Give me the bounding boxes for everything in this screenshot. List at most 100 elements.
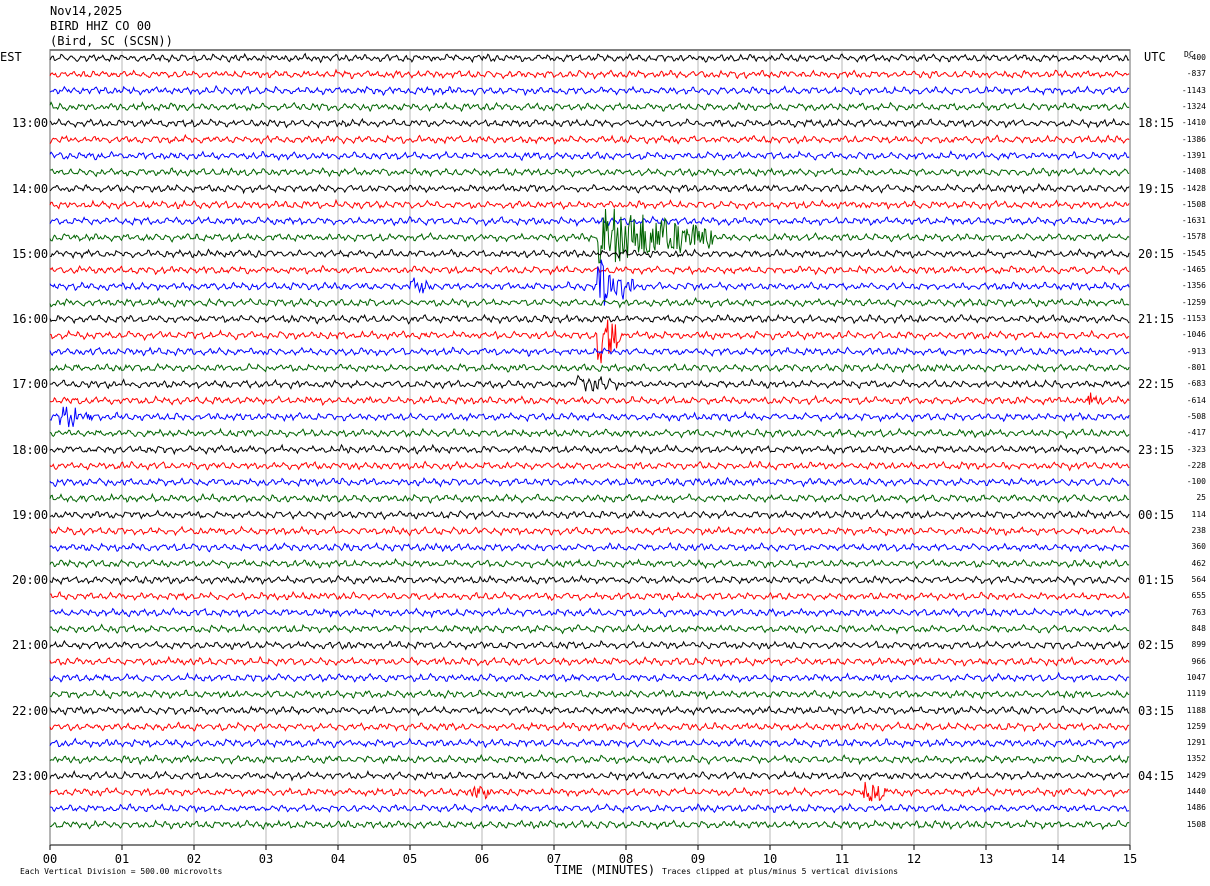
dc-offset-label: -614 — [1186, 395, 1206, 405]
seismic-trace — [49, 84, 1130, 97]
seismic-trace — [49, 689, 1130, 700]
x-tick-label: 11 — [834, 852, 850, 866]
left-hour-label: 13:00 — [12, 116, 49, 131]
right-hour-label: 21:15 — [1138, 312, 1175, 326]
dc-offset-label: -1386 — [1181, 134, 1206, 144]
dc-offset-label: -100 — [1186, 477, 1206, 487]
seismic-trace — [49, 313, 1130, 325]
dc-offset-label: 564 — [1191, 575, 1206, 584]
right-hour-label: 22:15 — [1138, 377, 1175, 392]
x-tick-label: 09 — [690, 852, 706, 866]
dc-offset-label: 1486 — [1186, 803, 1206, 813]
x-tick-label: 04 — [330, 852, 346, 866]
right-hour-label: 01:15 — [1138, 573, 1175, 587]
x-tick-label: 02 — [186, 852, 202, 866]
dc-offset-label: -1428 — [1181, 183, 1206, 193]
seismic-trace — [49, 508, 1130, 521]
dc-offset-label: -1465 — [1181, 265, 1206, 275]
dc-offset-label: 1259 — [1186, 721, 1206, 731]
seismic-trace — [49, 101, 1130, 113]
dc-offset-label: 899 — [1191, 640, 1206, 650]
dc-offset-label: 1352 — [1186, 754, 1206, 764]
right-hour-label: 23:15 — [1138, 442, 1175, 457]
dc-offset-label: -508 — [1186, 411, 1206, 421]
left-timezone-label: EST — [0, 50, 22, 64]
seismic-trace — [49, 215, 1130, 227]
seismic-trace — [49, 443, 1130, 456]
footer-clipping-note: Traces clipped at plus/minus 5 vertical … — [662, 867, 899, 876]
seismic-trace — [49, 133, 1130, 145]
chart-channel: BIRD HHZ CO 00 — [50, 19, 152, 33]
x-tick-label: 07 — [546, 852, 562, 866]
dc-offset-label: 25 — [1196, 493, 1206, 503]
seismic-trace — [49, 68, 1130, 80]
dc-offset-label: -913 — [1186, 346, 1206, 356]
dc-offset-label: 1047 — [1186, 672, 1206, 682]
dc-offset-label: -1259 — [1181, 297, 1206, 307]
dc-offset-label: 462 — [1191, 558, 1206, 568]
seismic-trace — [49, 590, 1130, 602]
dc-offset-label: -837 — [1186, 69, 1206, 79]
dc-offset-label: -1578 — [1181, 232, 1206, 242]
seismic-trace — [49, 655, 1130, 668]
dc-offset-label: -228 — [1186, 460, 1206, 470]
right-timezone-label: UTC — [1144, 50, 1166, 64]
dc-offset-label: -1410 — [1181, 118, 1206, 128]
right-hour-label: 00:15 — [1138, 507, 1175, 522]
x-tick-label: 12 — [906, 852, 922, 866]
x-tick-label: 01 — [114, 852, 130, 866]
seismic-trace — [49, 182, 1130, 195]
seismic-trace — [49, 166, 1130, 178]
dc-offset-label: -1545 — [1181, 248, 1206, 258]
seismic-trace — [49, 198, 1130, 211]
left-hour-label: 16:00 — [12, 312, 49, 326]
seismic-trace — [49, 753, 1130, 766]
footer-vertical-division: Each Vertical Division = 500.00 microvol… — [20, 867, 223, 876]
right-hour-label: 04:15 — [1138, 768, 1175, 783]
seismic-trace — [49, 525, 1130, 537]
dc-offset-label: -1046 — [1181, 330, 1206, 340]
seismic-trace — [49, 460, 1130, 472]
x-tick-label: 13 — [978, 852, 994, 866]
seismic-trace — [49, 476, 1130, 488]
dc-offset-label: -1356 — [1181, 281, 1206, 291]
right-hour-label: 18:15 — [1138, 116, 1175, 131]
seismic-trace — [49, 639, 1130, 651]
dc-offset-label: 1440 — [1186, 787, 1206, 797]
dc-offset-label: -1391 — [1181, 150, 1206, 160]
dc-offset-label: 1119 — [1186, 689, 1206, 699]
left-hour-label: 17:00 — [12, 377, 49, 392]
chart-date: Nov14,2025 — [50, 4, 123, 18]
dc-offset-label: -417 — [1186, 428, 1206, 438]
left-hour-label: 21:00 — [12, 638, 49, 653]
seismic-trace — [49, 705, 1130, 717]
left-hour-label: 18:00 — [12, 442, 49, 457]
left-hour-label: 20:00 — [12, 573, 49, 587]
dc-offset-label: 848 — [1191, 623, 1206, 633]
right-hour-label: 02:15 — [1138, 638, 1175, 653]
dc-column-title: DC — [1184, 50, 1194, 59]
dc-offset-label: -400 — [1186, 53, 1206, 62]
seismic-trace — [49, 296, 1130, 309]
left-hour-label: 23:00 — [12, 768, 49, 783]
x-tick-label: 03 — [258, 852, 274, 866]
seismic-trace — [49, 721, 1130, 733]
left-hour-label: 15:00 — [12, 246, 49, 261]
chart-station: (Bird, SC (SCSN)) — [50, 34, 173, 48]
dc-offset-label: 1508 — [1186, 819, 1206, 829]
dc-offset-label: -683 — [1186, 379, 1206, 389]
seismic-trace — [49, 208, 1130, 264]
x-tick-label: 08 — [618, 852, 634, 866]
seismic-trace — [49, 737, 1130, 749]
dc-offset-label: -1631 — [1181, 216, 1206, 226]
dc-offset-label: 1188 — [1186, 705, 1206, 715]
dc-offset-label: -1408 — [1181, 167, 1206, 177]
dc-offset-label: 966 — [1191, 656, 1206, 666]
right-hour-label: 20:15 — [1138, 246, 1175, 261]
seismic-trace — [49, 117, 1130, 129]
seismic-trace — [49, 248, 1130, 260]
seismic-trace — [49, 781, 1130, 802]
x-tick-label: 00 — [42, 852, 58, 866]
seismic-trace — [49, 574, 1130, 587]
